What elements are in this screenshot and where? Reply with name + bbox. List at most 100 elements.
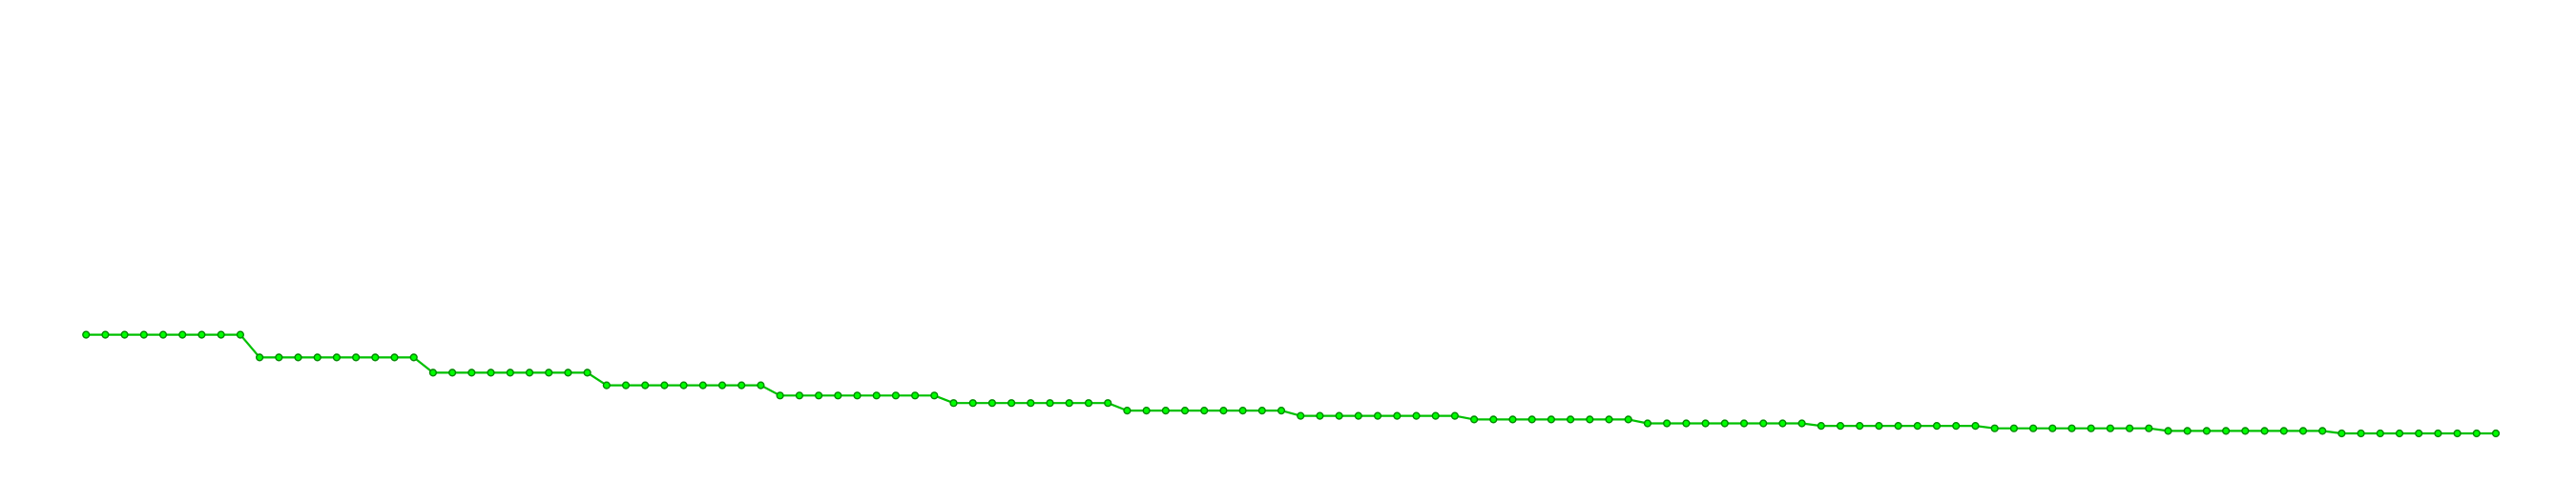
data-point [2472, 429, 2481, 438]
data-point [1142, 407, 1151, 415]
data-point [1701, 419, 1710, 428]
data-point [1894, 422, 1902, 431]
data-point [1508, 415, 1517, 424]
data-point [1778, 419, 1787, 428]
data-point [2357, 429, 2365, 438]
data-point [1643, 419, 1652, 428]
data-point [294, 353, 302, 362]
data-point [814, 391, 823, 400]
data-point [2106, 424, 2115, 432]
data-point [1817, 422, 1825, 431]
data-point [1219, 407, 1228, 415]
data-point [120, 330, 129, 339]
data-point [371, 353, 380, 362]
data-point [757, 381, 765, 389]
data-point [1489, 415, 1498, 424]
data-point [641, 381, 650, 389]
data-point [313, 353, 322, 362]
data-point [2395, 429, 2404, 438]
data-point [2087, 424, 2095, 432]
data-point [2376, 429, 2384, 438]
data-point [737, 381, 746, 389]
data-point [930, 391, 939, 400]
data-point [197, 330, 206, 339]
data-point [872, 391, 881, 400]
data-point [236, 330, 245, 339]
data-point [158, 330, 168, 339]
data-point [525, 368, 534, 377]
data-point [602, 381, 611, 389]
data-point [545, 368, 553, 377]
data-point [139, 330, 148, 339]
data-point [853, 391, 862, 400]
data-point [1547, 415, 1556, 424]
data-point [1277, 407, 1286, 415]
data-point [717, 381, 727, 389]
data-point [1180, 407, 1190, 415]
data-point [1257, 407, 1266, 415]
data-point [2164, 427, 2172, 435]
data-point [1084, 399, 1093, 408]
data-point [1720, 419, 1729, 428]
data-point [1836, 422, 1845, 431]
data-point [1354, 411, 1362, 420]
data-point [679, 381, 688, 389]
data-point [910, 391, 920, 400]
data-point [1856, 422, 1864, 431]
data-point [2298, 427, 2308, 435]
data-point [987, 399, 997, 408]
data-point [1200, 407, 1209, 415]
data-point [1759, 419, 1768, 428]
data-point [1605, 415, 1613, 424]
data-point [1238, 407, 1247, 415]
data-point [1335, 411, 1343, 420]
data-point [1682, 419, 1691, 428]
data-point [583, 368, 592, 377]
data-point [1393, 411, 1402, 420]
data-point [390, 353, 399, 362]
data-point [2415, 429, 2423, 438]
data-point [2202, 427, 2212, 435]
data-point [178, 330, 187, 339]
data-point [2145, 424, 2153, 432]
data-point [1104, 399, 1112, 408]
data-point [1797, 419, 1806, 428]
data-point [1297, 411, 1305, 420]
data-point [1624, 415, 1632, 424]
data-point [428, 368, 438, 377]
data-point [2241, 427, 2250, 435]
data-point [1932, 422, 1942, 431]
data-point [2279, 427, 2288, 435]
data-point [1875, 422, 1883, 431]
data-point [2222, 427, 2231, 435]
data-point [506, 368, 514, 377]
data-point [448, 368, 457, 377]
data-point [352, 353, 361, 362]
data-point [101, 330, 110, 339]
data-point [2183, 427, 2192, 435]
data-point [82, 330, 91, 339]
data-point [2318, 427, 2327, 435]
data-point [1566, 415, 1575, 424]
data-point [1469, 415, 1479, 424]
data-point [1007, 399, 1016, 408]
data-point [1123, 407, 1132, 415]
data-point [698, 381, 707, 389]
data-point [1161, 407, 1170, 415]
data-point [891, 391, 901, 400]
data-point [776, 391, 784, 400]
data-point [1913, 422, 1922, 431]
data-point [1586, 415, 1594, 424]
data-point [621, 381, 631, 389]
data-point [1431, 411, 1440, 420]
data-point [2491, 429, 2501, 438]
data-point [1373, 411, 1382, 420]
data-point [409, 353, 418, 362]
data-point [332, 353, 342, 362]
data-point [949, 399, 958, 408]
data-point [2048, 424, 2057, 432]
data-point [487, 368, 495, 377]
data-point [1450, 411, 1460, 420]
data-point [2434, 429, 2442, 438]
